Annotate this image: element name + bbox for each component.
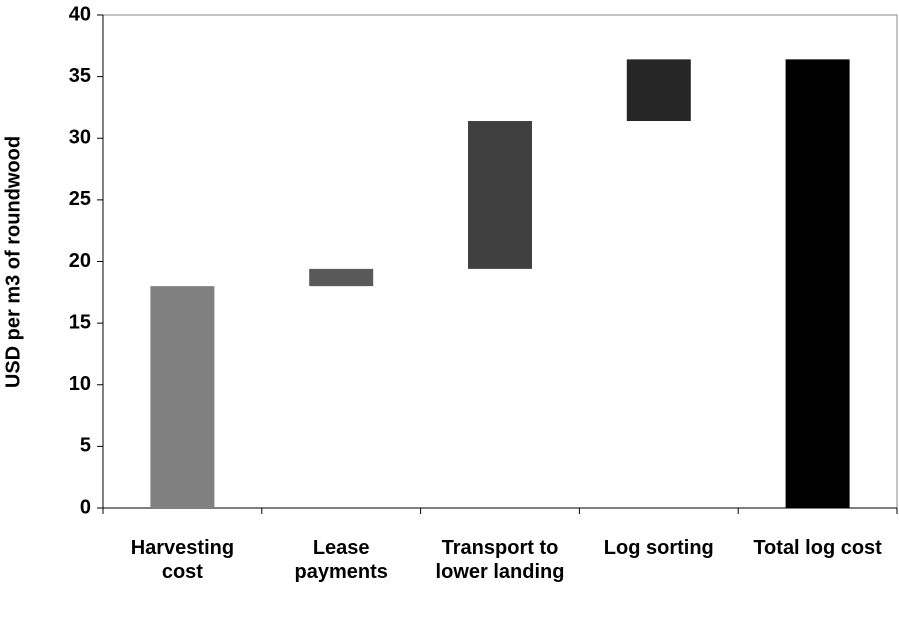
x-tick-label: Log sorting xyxy=(603,537,714,559)
y-tick-label: 5 xyxy=(80,435,91,457)
bar xyxy=(309,268,374,287)
x-tick-label: Lease payments xyxy=(294,537,388,583)
y-axis-title: USD per m3 of roundwood xyxy=(2,136,24,388)
y-tick-label: 20 xyxy=(69,250,91,272)
x-tick-label: Harvesting cost xyxy=(130,537,235,583)
y-tick-label: 40 xyxy=(69,3,91,25)
bar xyxy=(468,120,532,269)
y-tick-label: 30 xyxy=(69,127,91,149)
y-tick-label: 25 xyxy=(69,188,91,210)
y-tick-label: 10 xyxy=(69,373,91,395)
bar xyxy=(150,286,215,508)
x-tick-label: Transport to lower landing xyxy=(435,537,565,583)
y-tick-label: 0 xyxy=(80,496,91,518)
x-tick-label: Total log cost xyxy=(753,537,882,559)
y-tick-label: 35 xyxy=(69,65,91,87)
bar xyxy=(785,59,850,509)
y-tick-label: 15 xyxy=(69,311,91,333)
bar xyxy=(626,59,691,121)
